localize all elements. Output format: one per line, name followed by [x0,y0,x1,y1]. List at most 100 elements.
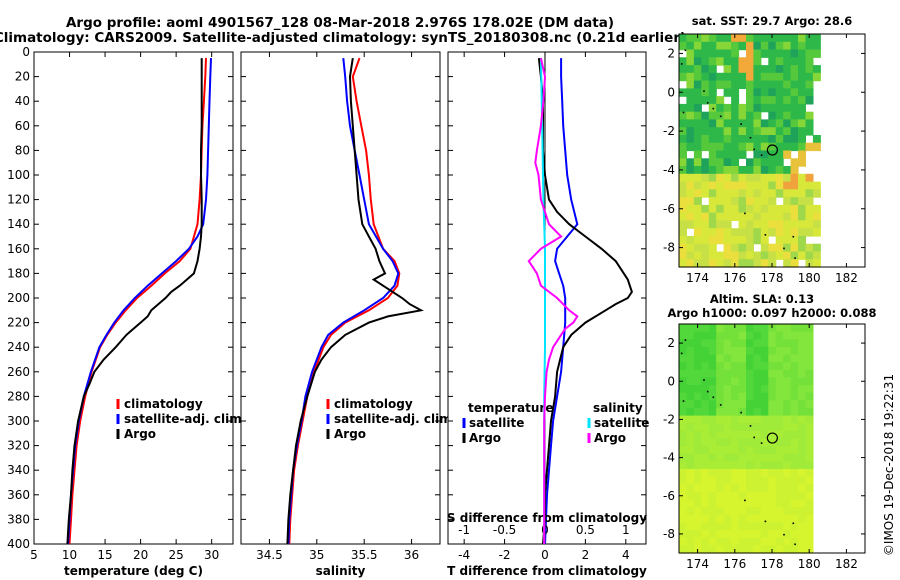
sst_map-island [749,136,752,139]
sst_map-cell [708,173,717,183]
sla_map-cell [716,423,725,432]
sla_map-cell [716,530,725,539]
sst_map-cell [760,88,769,97]
sla_map-cell [746,491,754,501]
sla_map-cell [701,469,710,478]
sla_map-cell [679,484,687,493]
sla_map-cell [790,499,799,508]
sst_map-cell [760,49,769,58]
salinity-series-argo [286,57,424,545]
sla_map-cell [790,537,799,546]
sst_map-cell [679,111,687,121]
sla_map-cell [775,430,784,440]
sst_map-cell [790,127,799,136]
sst_map-cell [731,41,740,51]
sst_map-cell [738,72,747,82]
sst_map-cell [805,41,814,51]
sla_map-cell [731,423,740,432]
sla_map-cell [738,453,747,462]
sst_map-cell [716,259,725,268]
sla_map-cell [701,400,710,409]
sst_map-cell [805,204,814,214]
sla_map-cell [723,362,732,371]
sla_map-cell [768,446,777,455]
sst_map-cell [708,158,717,167]
sst_map-cell [716,49,725,58]
sla_map-cell [775,392,784,401]
sla_map-cell [686,545,695,554]
sla_map-cell [716,453,725,462]
sla_map-cell [768,377,777,386]
sla_map-cell [708,438,717,447]
sst_map-cell [790,212,799,221]
sst_map-cell [679,197,687,206]
sst_map-cell [753,220,762,229]
sst_map-cell [812,181,821,190]
sla_map-cell [805,324,814,333]
sst_map-cell [708,135,717,144]
sla_map-cell [679,522,687,531]
sst_map-cell [746,72,754,82]
sla_map-cell [693,408,702,417]
sla_map-cell [768,369,777,378]
sst_map-cell [701,259,710,268]
sst_map-cell [768,127,777,136]
sla_map-cell [731,530,740,539]
sla_map-island [764,520,767,523]
sst_map-cell [679,235,687,245]
sst_map-cell [708,49,717,58]
sla_map-cell [775,469,784,478]
sla_map-island [682,400,685,402]
sla_map-cell [701,415,710,424]
sla_map-cell [738,499,747,508]
sla_map-cell [686,522,695,531]
sst_map-cell [775,204,784,214]
sst_map-cell [708,72,717,82]
sla_map-cell [768,469,777,478]
sla_map-cell [783,453,792,462]
sla_map-cell [686,476,695,485]
sla_map-cell [708,430,717,440]
sla_map-cell [693,537,702,546]
sla_map-cell [790,491,799,501]
sst_map-cell [753,57,762,66]
sla-map-panel: 174 176 178 180 182 2 0 -2 -4 -6 -8 Altim. SLA: 0.1… [663,292,877,571]
sst_map-cell [679,150,687,159]
sla_map-cell [701,446,710,455]
sst_map-cell [723,142,732,152]
temperature-xtick-label: 5 [30,548,38,562]
sla_map-cell [753,476,762,485]
sst_map-cell [693,127,702,136]
sst_map-cell [731,158,740,167]
sla_map-cell [738,385,747,394]
sst_map-cell [760,220,769,229]
sst_map-cell [731,204,740,214]
sst_map-cell [716,72,725,82]
sst_map-cell [775,111,784,121]
sst_map-cell [790,57,799,66]
sst_map-cell [701,111,710,121]
sla_map-cell [760,522,769,531]
sla_map-cell [738,423,747,432]
sla_map-cell [708,537,717,546]
sst_map-cell [775,173,784,183]
sst_map-cell [775,34,784,43]
sla_map-cell [723,430,732,440]
sst_map-cell [738,235,747,245]
sst_map-cell [798,41,806,51]
sla_map-cell [738,469,747,478]
sla_map-cell [693,430,702,440]
sst_map-cell [679,228,687,237]
sla_map-island [680,352,683,355]
sla_map-cell [783,545,792,554]
sla_map-cell [753,385,762,394]
sla_map-cell [679,346,687,356]
sla_map-cell [738,446,747,455]
sla_map-cell [775,514,784,523]
sst_map-cell [693,197,702,206]
sst_map-cell [693,41,702,51]
sla_map-cell [738,339,747,348]
sst_map-cell [693,111,702,121]
sst_map-cell [790,80,799,89]
sla_map-cell [768,514,777,523]
